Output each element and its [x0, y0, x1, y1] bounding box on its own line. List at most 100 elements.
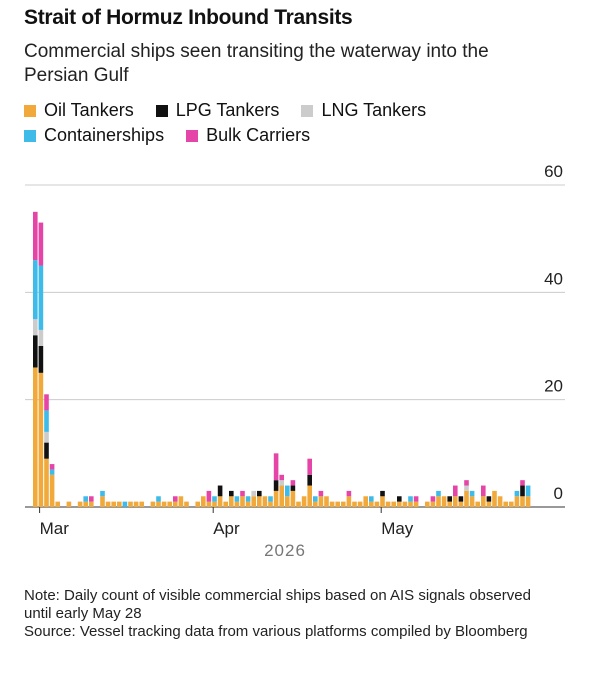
legend-swatch	[301, 104, 314, 117]
bar-segment	[453, 485, 458, 497]
bar-segment	[77, 501, 83, 507]
bar-segment	[44, 458, 49, 507]
bar-segment	[290, 485, 296, 491]
bar-segment	[33, 319, 38, 336]
bar-segment	[128, 501, 133, 507]
bar-segment	[458, 501, 464, 507]
bar-segment	[167, 501, 172, 507]
bar-segment	[195, 501, 200, 507]
bar-segment	[273, 480, 279, 491]
bar-segment	[279, 485, 284, 507]
chart-subtitle: Commercial ships seen transiting the wat…	[24, 41, 489, 86]
bar-segment	[83, 501, 88, 507]
y-tick-label: 40	[544, 269, 563, 288]
legend-label: LPG Tankers	[175, 100, 280, 120]
bar-segment	[318, 496, 324, 507]
bar-segment	[430, 501, 436, 507]
legend-item: Bulk Carriers	[186, 125, 310, 146]
y-tick-label: 0	[554, 484, 563, 503]
bar-segment	[38, 222, 44, 266]
bar-segment	[514, 496, 520, 507]
bar-segment	[425, 501, 430, 507]
bar-segment	[268, 496, 273, 502]
bar-segment	[44, 431, 49, 443]
bar-segment	[173, 501, 178, 507]
x-tick-label: Mar	[40, 519, 70, 538]
bar-segment	[430, 496, 436, 502]
bar-segment	[313, 496, 318, 502]
bar-segment	[447, 496, 452, 502]
bar-segment	[363, 496, 368, 507]
bar-segment	[397, 496, 402, 502]
bar-segment	[369, 501, 374, 507]
legend-swatch	[186, 129, 199, 142]
bar-segment	[408, 496, 413, 502]
bar-segment	[374, 501, 380, 507]
bar-segment	[481, 496, 486, 507]
chart: 0 20 40 60 Mar Apr May 2026	[25, 162, 565, 560]
bar-segment	[223, 501, 228, 507]
legend-swatch	[155, 104, 168, 117]
bar-segment	[133, 501, 139, 507]
x-tick-label: May	[381, 519, 414, 538]
bar-segment	[257, 490, 262, 497]
bar-segment	[324, 496, 329, 507]
bar-segment	[33, 367, 38, 507]
bar-segment	[117, 501, 122, 507]
bar-segment	[458, 496, 464, 502]
y-tick-label: 20	[544, 377, 563, 396]
legend-item: LNG Tankers	[301, 100, 426, 121]
bar-segment	[173, 496, 178, 502]
bar-segment	[486, 501, 492, 507]
bar-segment	[49, 464, 55, 470]
bar-segment	[447, 501, 452, 507]
bar-segment	[257, 496, 262, 507]
bar-segment	[206, 501, 212, 507]
x-axis-label: 2026	[264, 541, 306, 560]
bar-segment	[520, 485, 525, 497]
bar-segment	[408, 501, 413, 507]
x-tick-label: Apr	[213, 519, 240, 538]
bar-segment	[33, 335, 38, 368]
bar-segment	[464, 485, 469, 491]
bar-segment	[89, 496, 94, 502]
bar-segment	[245, 501, 251, 507]
bar-segment	[335, 501, 340, 507]
legend-label: LNG Tankers	[321, 100, 427, 120]
legend-swatch	[24, 104, 36, 117]
legend-label: Oil Tankers	[44, 100, 134, 120]
bar-segment	[217, 485, 223, 497]
bar-segment	[240, 496, 245, 507]
bar-segment	[436, 496, 441, 507]
legend-item: Containerships	[24, 125, 164, 146]
bar-segment	[413, 501, 419, 507]
bar-segment	[307, 485, 312, 507]
footnotes: Note: Daily count of visible commercial …	[24, 587, 544, 641]
bar-segment	[38, 265, 44, 330]
bar-segment	[279, 474, 284, 481]
bar-segment	[346, 496, 352, 507]
bar-segment	[380, 490, 385, 497]
bar-segment	[369, 496, 374, 502]
bar-segment	[352, 501, 357, 507]
bar-segment	[66, 501, 72, 507]
bar-segment	[38, 372, 44, 507]
bar-segment	[273, 490, 279, 507]
bar-segment	[156, 496, 161, 502]
bar-segment	[313, 501, 318, 507]
bar-segment	[33, 211, 38, 261]
bar-segment	[346, 490, 352, 497]
bar-segment	[486, 496, 492, 502]
bar-segment	[514, 490, 520, 497]
bar-segment	[268, 501, 273, 507]
bar-segment	[105, 501, 111, 507]
bar-segment	[234, 501, 240, 507]
bar-segment	[509, 501, 514, 507]
bar-segment	[497, 496, 503, 507]
bar-segment	[380, 496, 385, 507]
bar-segment	[391, 501, 396, 507]
bar-segment	[44, 410, 49, 432]
bar-segment	[397, 501, 402, 507]
legend: Oil Tankers LPG Tankers LNG Tankers Contain…	[24, 100, 474, 146]
